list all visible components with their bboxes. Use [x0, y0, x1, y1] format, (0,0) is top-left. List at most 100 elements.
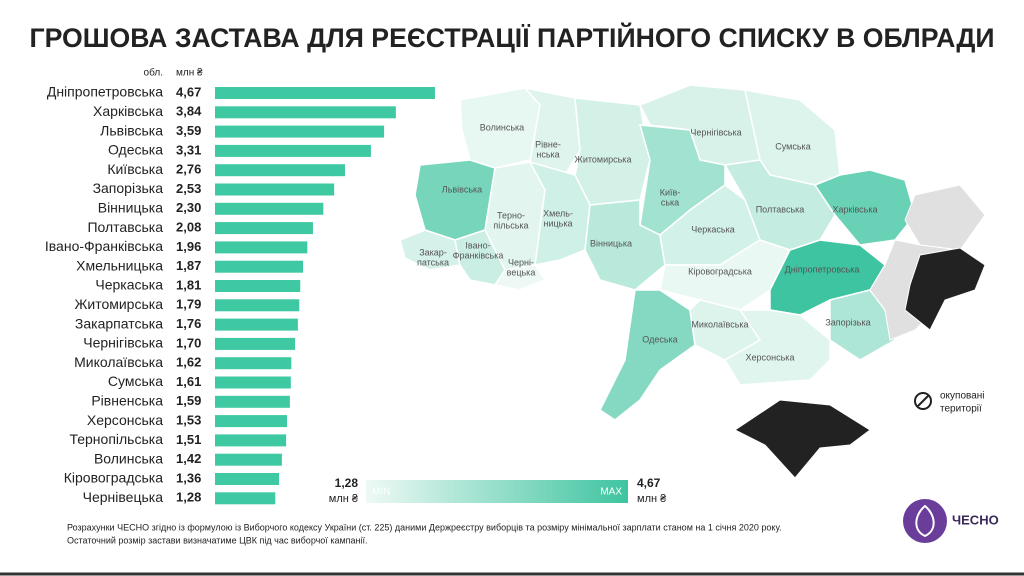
bar [215, 357, 292, 370]
category-label: Кіровоградська [64, 470, 163, 486]
value-label: 1,28 [176, 490, 201, 505]
region [414, 159, 496, 241]
region-label: Львівська [442, 184, 482, 194]
footnote: Остаточний розмір застави визначатиме ЦВ… [67, 535, 368, 545]
region-label: Закар- [419, 247, 447, 257]
category-label: Миколаївська [74, 354, 163, 370]
region-label: Полтавська [756, 204, 805, 214]
bar [215, 453, 282, 466]
scale-unit: млн ₴ [637, 493, 667, 505]
title: ГРОШОВА ЗАСТАВА ДЛЯ РЕЄСТРАЦІЇ ПАРТІЙНОГ… [30, 22, 995, 53]
value-label: 1,51 [176, 432, 201, 447]
category-header: обл. [144, 67, 163, 79]
value-label: 1,53 [176, 413, 201, 428]
bar [215, 241, 308, 254]
value-label: 1,81 [176, 277, 201, 292]
value-header: млн ₴ [176, 68, 203, 79]
category-label: Чернівецька [83, 489, 164, 505]
value-label: 2,53 [176, 181, 201, 196]
bar [215, 106, 396, 119]
bar [215, 202, 324, 215]
value-label: 4,67 [176, 84, 201, 99]
value-label: 3,59 [176, 123, 201, 138]
category-label: Дніпропетровська [47, 84, 163, 100]
map: Волинська Рівне-нська Житомирська Чернігівс… [399, 84, 986, 479]
region-label: Івано- [465, 240, 490, 250]
category-label: Львівська [100, 122, 163, 138]
bar [215, 260, 304, 273]
region-label: Рівне- [535, 139, 561, 149]
occupied-region [904, 184, 986, 251]
bar [215, 183, 335, 196]
category-label: Івано-Франківська [45, 238, 163, 254]
region-label: Волинська [480, 122, 524, 132]
region-label: ницька [544, 218, 573, 228]
color-scale [366, 480, 628, 503]
bar [215, 125, 385, 138]
value-label: 1,70 [176, 335, 201, 350]
category-label: Волинська [94, 450, 163, 466]
category-label: Тернопільська [69, 431, 163, 447]
value-label: 1,96 [176, 239, 201, 254]
category-label: Черкаська [95, 277, 163, 293]
bar [215, 280, 301, 292]
category-label: Сумська [108, 373, 163, 389]
region-label: Київ- [660, 187, 681, 197]
category-label: Закарпатська [75, 315, 163, 331]
region-label: патська [417, 257, 449, 267]
value-label: 2,08 [176, 220, 201, 235]
region-label: Житомирська [575, 154, 632, 164]
bar [215, 144, 371, 157]
category-label: Херсонська [87, 412, 163, 428]
scale-min-text: MIN [372, 487, 390, 498]
logo-text: ЧЕСНО [952, 512, 999, 527]
value-label: 1,42 [176, 451, 201, 466]
region-label: Черні- [508, 257, 534, 267]
value-label: 3,31 [176, 142, 201, 157]
occupied-region [734, 399, 871, 479]
value-label: 1,62 [176, 355, 201, 370]
bar [215, 434, 287, 447]
region-label: Франківська [453, 250, 504, 260]
category-label: Чернігівська [83, 335, 163, 351]
value-label: 3,84 [176, 104, 202, 119]
occupied-region [904, 247, 986, 331]
value-label: 1,79 [176, 297, 201, 312]
bar [215, 492, 276, 505]
category-label: Харківська [93, 103, 163, 119]
region-label: Сумська [775, 141, 810, 151]
category-label: Київська [107, 161, 163, 177]
category-label: Рівненська [91, 393, 163, 409]
region [599, 289, 696, 421]
bar [215, 473, 280, 485]
value-label: 2,30 [176, 200, 201, 215]
region-label: вецька [507, 267, 536, 277]
value-label: 1,36 [176, 470, 201, 485]
region-label: Чернігівська [690, 127, 741, 137]
category-label: Хмельницька [76, 257, 163, 273]
value-label: 1,87 [176, 258, 201, 273]
scale-max: 4,67 [637, 476, 661, 490]
occupied-label: території [940, 404, 982, 415]
occupied-label: окуповані [940, 391, 985, 402]
bar [215, 376, 291, 389]
region [723, 159, 836, 251]
scale-unit: млн ₴ [329, 493, 359, 505]
region-label: ська [661, 197, 679, 207]
region [574, 97, 651, 206]
scale-max-text: MAX [600, 487, 622, 498]
region [528, 160, 591, 266]
region-label: Одеська [642, 334, 677, 344]
region-label: Запорізька [825, 317, 870, 327]
bar [215, 395, 290, 408]
region-label: нська [536, 149, 559, 159]
region-label: Терно- [497, 210, 525, 220]
bar [215, 415, 288, 428]
footnote: Розрахунки ЧЕСНО згідно із формулою із В… [67, 522, 782, 532]
logo-icon [903, 499, 947, 543]
bar [215, 299, 300, 312]
bar [215, 337, 296, 350]
bar [215, 87, 435, 99]
occupied-icon [914, 392, 932, 410]
